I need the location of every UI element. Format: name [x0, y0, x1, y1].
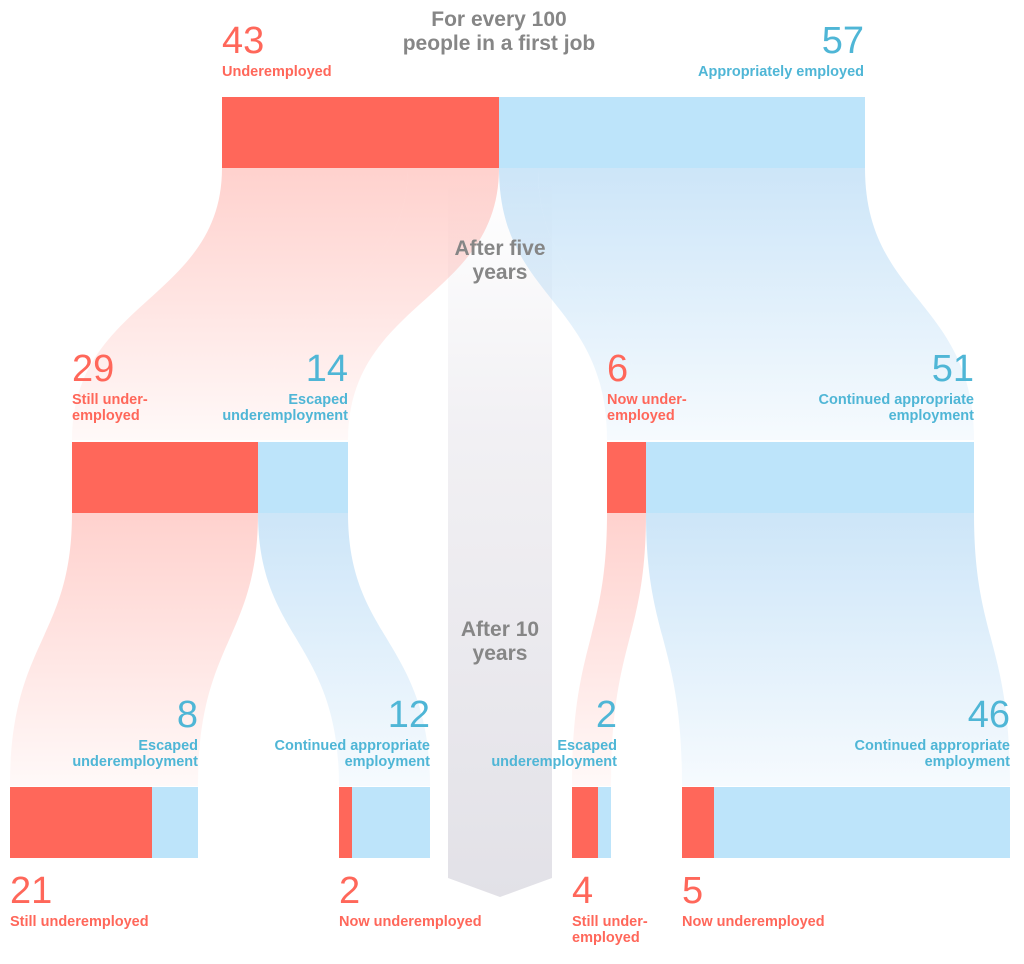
- first-job-appropriate-label: 57 Appropriately employed: [698, 20, 864, 80]
- value-number: 6: [607, 348, 629, 390]
- value-number: 14: [305, 348, 348, 390]
- value-number: 5: [682, 870, 704, 912]
- flow-under-to-escaped: [258, 168, 499, 440]
- bar-first-job-appropriate: [499, 97, 865, 168]
- value-number: 21: [10, 870, 53, 912]
- value-number: 4: [572, 870, 594, 912]
- value-number: 2: [339, 870, 361, 912]
- five-year-escaped-label: 14 Escaped underemployment: [222, 348, 348, 425]
- five-year-still-under-label: 29 Still under- employed: [72, 348, 148, 425]
- intro-line-2: people in a first job: [402, 32, 596, 56]
- value-number: 46: [967, 694, 1010, 736]
- category-text: Appropriately employed: [698, 63, 864, 80]
- value-number: 51: [931, 348, 974, 390]
- ten-year-g4-now-under-label: 5 Now underemployed: [682, 870, 825, 930]
- value-number: 2: [595, 694, 617, 736]
- value-number: 57: [821, 20, 864, 62]
- ten-year-g2-now-under-label: 2 Now underemployed: [339, 870, 482, 930]
- five-year-continued-label: 51 Continued appropriate employment: [818, 348, 974, 425]
- stage-label-five-years: After five years: [454, 237, 546, 285]
- ten-year-g2-continued-label: 12 Continued appropriate employment: [274, 694, 430, 771]
- ten-year-g3-still-under-label: 4 Still under- employed: [572, 870, 648, 947]
- value-number: 12: [387, 694, 430, 736]
- category-text: Underemployed: [222, 63, 332, 80]
- ten-year-g1-still-under-label: 21 Still underemployed: [10, 870, 149, 930]
- bar-five-year-continued: [646, 442, 974, 513]
- intro-line-1: For every 100: [431, 8, 567, 31]
- stage-label-ten-years: After 10 years: [460, 618, 540, 666]
- flow-still-under-to-left: [10, 513, 258, 786]
- ten-year-g3-escaped-label: 2 Escaped underemployment: [491, 694, 617, 771]
- bar-ten-year-g1-escaped: [152, 787, 198, 858]
- bar-ten-year-g2-continued: [352, 787, 430, 858]
- bar-five-year-still-under: [72, 442, 258, 513]
- flow-continued-to-right: [646, 513, 1010, 786]
- bar-ten-year-g3-still-under: [572, 787, 598, 858]
- value-number: 43: [222, 20, 265, 62]
- ten-year-g1-escaped-label: 8 Escaped underemployment: [72, 694, 198, 771]
- bar-ten-year-g1-still-under: [10, 787, 152, 858]
- value-number: 29: [72, 348, 115, 390]
- bar-first-job-underemployed: [222, 97, 499, 168]
- bar-ten-year-g3-escaped: [598, 787, 611, 858]
- intro-heading: For every 100 people in a first job: [364, 8, 634, 56]
- five-year-now-under-label: 6 Now under- employed: [607, 348, 687, 425]
- bar-ten-year-g4-now-under: [682, 787, 714, 858]
- bar-five-year-now-under: [607, 442, 646, 513]
- bar-five-year-escaped: [258, 442, 348, 513]
- first-job-underemployed-label: 43 Underemployed: [222, 20, 332, 80]
- ten-year-g4-continued-label: 46 Continued appropriate employment: [854, 694, 1010, 771]
- flow-appropriate-to-continued: [538, 168, 974, 440]
- flow-escaped-to-continued: [258, 513, 430, 786]
- flow-under-to-still-under: [72, 168, 408, 440]
- bar-ten-year-g2-now-under: [339, 787, 352, 858]
- bar-ten-year-g4-continued: [714, 787, 1010, 858]
- flow-appropriate-to-now-under: [499, 168, 646, 440]
- time-arrow: [448, 180, 552, 897]
- flow-now-under-to-still-under: [572, 513, 646, 786]
- value-number: 8: [176, 694, 198, 736]
